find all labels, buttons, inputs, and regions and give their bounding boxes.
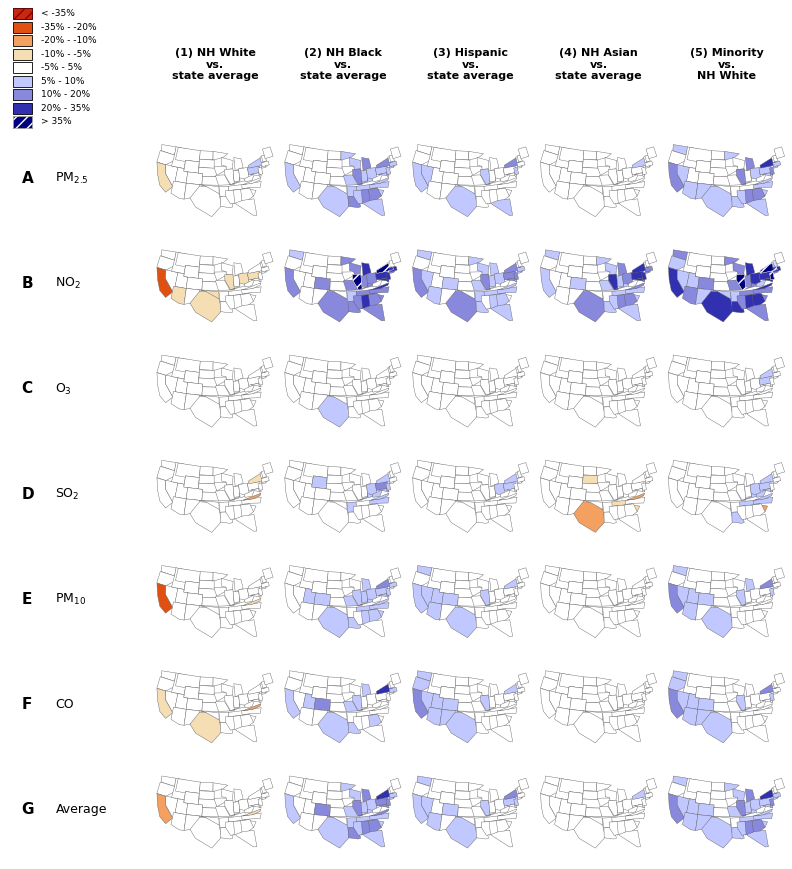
- Text: 10% - 20%: 10% - 20%: [40, 90, 89, 99]
- Text: PM$_{10}$: PM$_{10}$: [55, 592, 86, 607]
- Text: (2) NH Black
vs.
state average: (2) NH Black vs. state average: [299, 49, 386, 82]
- Bar: [13, 116, 32, 128]
- Bar: [13, 76, 32, 87]
- Text: F: F: [21, 697, 32, 713]
- Bar: [13, 103, 32, 114]
- Text: B: B: [21, 276, 33, 291]
- Bar: [13, 62, 32, 74]
- Text: 5% - 10%: 5% - 10%: [40, 76, 84, 86]
- Text: A: A: [21, 171, 33, 186]
- Text: C: C: [21, 381, 32, 396]
- Text: > 35%: > 35%: [40, 117, 71, 126]
- Text: G: G: [21, 802, 34, 818]
- Text: (1) NH White
vs.
state average: (1) NH White vs. state average: [172, 49, 258, 82]
- Text: Average: Average: [55, 804, 107, 817]
- Text: CO: CO: [55, 698, 74, 711]
- Text: 20% - 35%: 20% - 35%: [40, 103, 89, 113]
- Bar: [13, 116, 32, 128]
- Text: SO$_2$: SO$_2$: [55, 487, 80, 501]
- Text: -20% - -10%: -20% - -10%: [40, 36, 97, 45]
- Bar: [13, 22, 32, 33]
- Text: < -35%: < -35%: [40, 10, 74, 18]
- Text: PM$_{2.5}$: PM$_{2.5}$: [55, 171, 89, 186]
- Text: -5% - 5%: -5% - 5%: [40, 63, 82, 72]
- Bar: [13, 8, 32, 19]
- Text: (3) Hispanic
vs.
state average: (3) Hispanic vs. state average: [428, 49, 514, 82]
- Text: (5) Minority
vs.
NH White: (5) Minority vs. NH White: [690, 49, 763, 82]
- Text: E: E: [21, 592, 32, 607]
- Bar: [13, 90, 32, 101]
- Bar: [13, 49, 32, 60]
- Text: NO$_2$: NO$_2$: [55, 276, 82, 291]
- Text: D: D: [21, 487, 34, 501]
- Text: O$_3$: O$_3$: [55, 381, 72, 396]
- Text: (4) NH Asian
vs.
state average: (4) NH Asian vs. state average: [555, 49, 642, 82]
- Text: -10% - -5%: -10% - -5%: [40, 50, 91, 59]
- Bar: [13, 8, 32, 19]
- Bar: [13, 35, 32, 46]
- Text: -35% - -20%: -35% - -20%: [40, 23, 97, 32]
